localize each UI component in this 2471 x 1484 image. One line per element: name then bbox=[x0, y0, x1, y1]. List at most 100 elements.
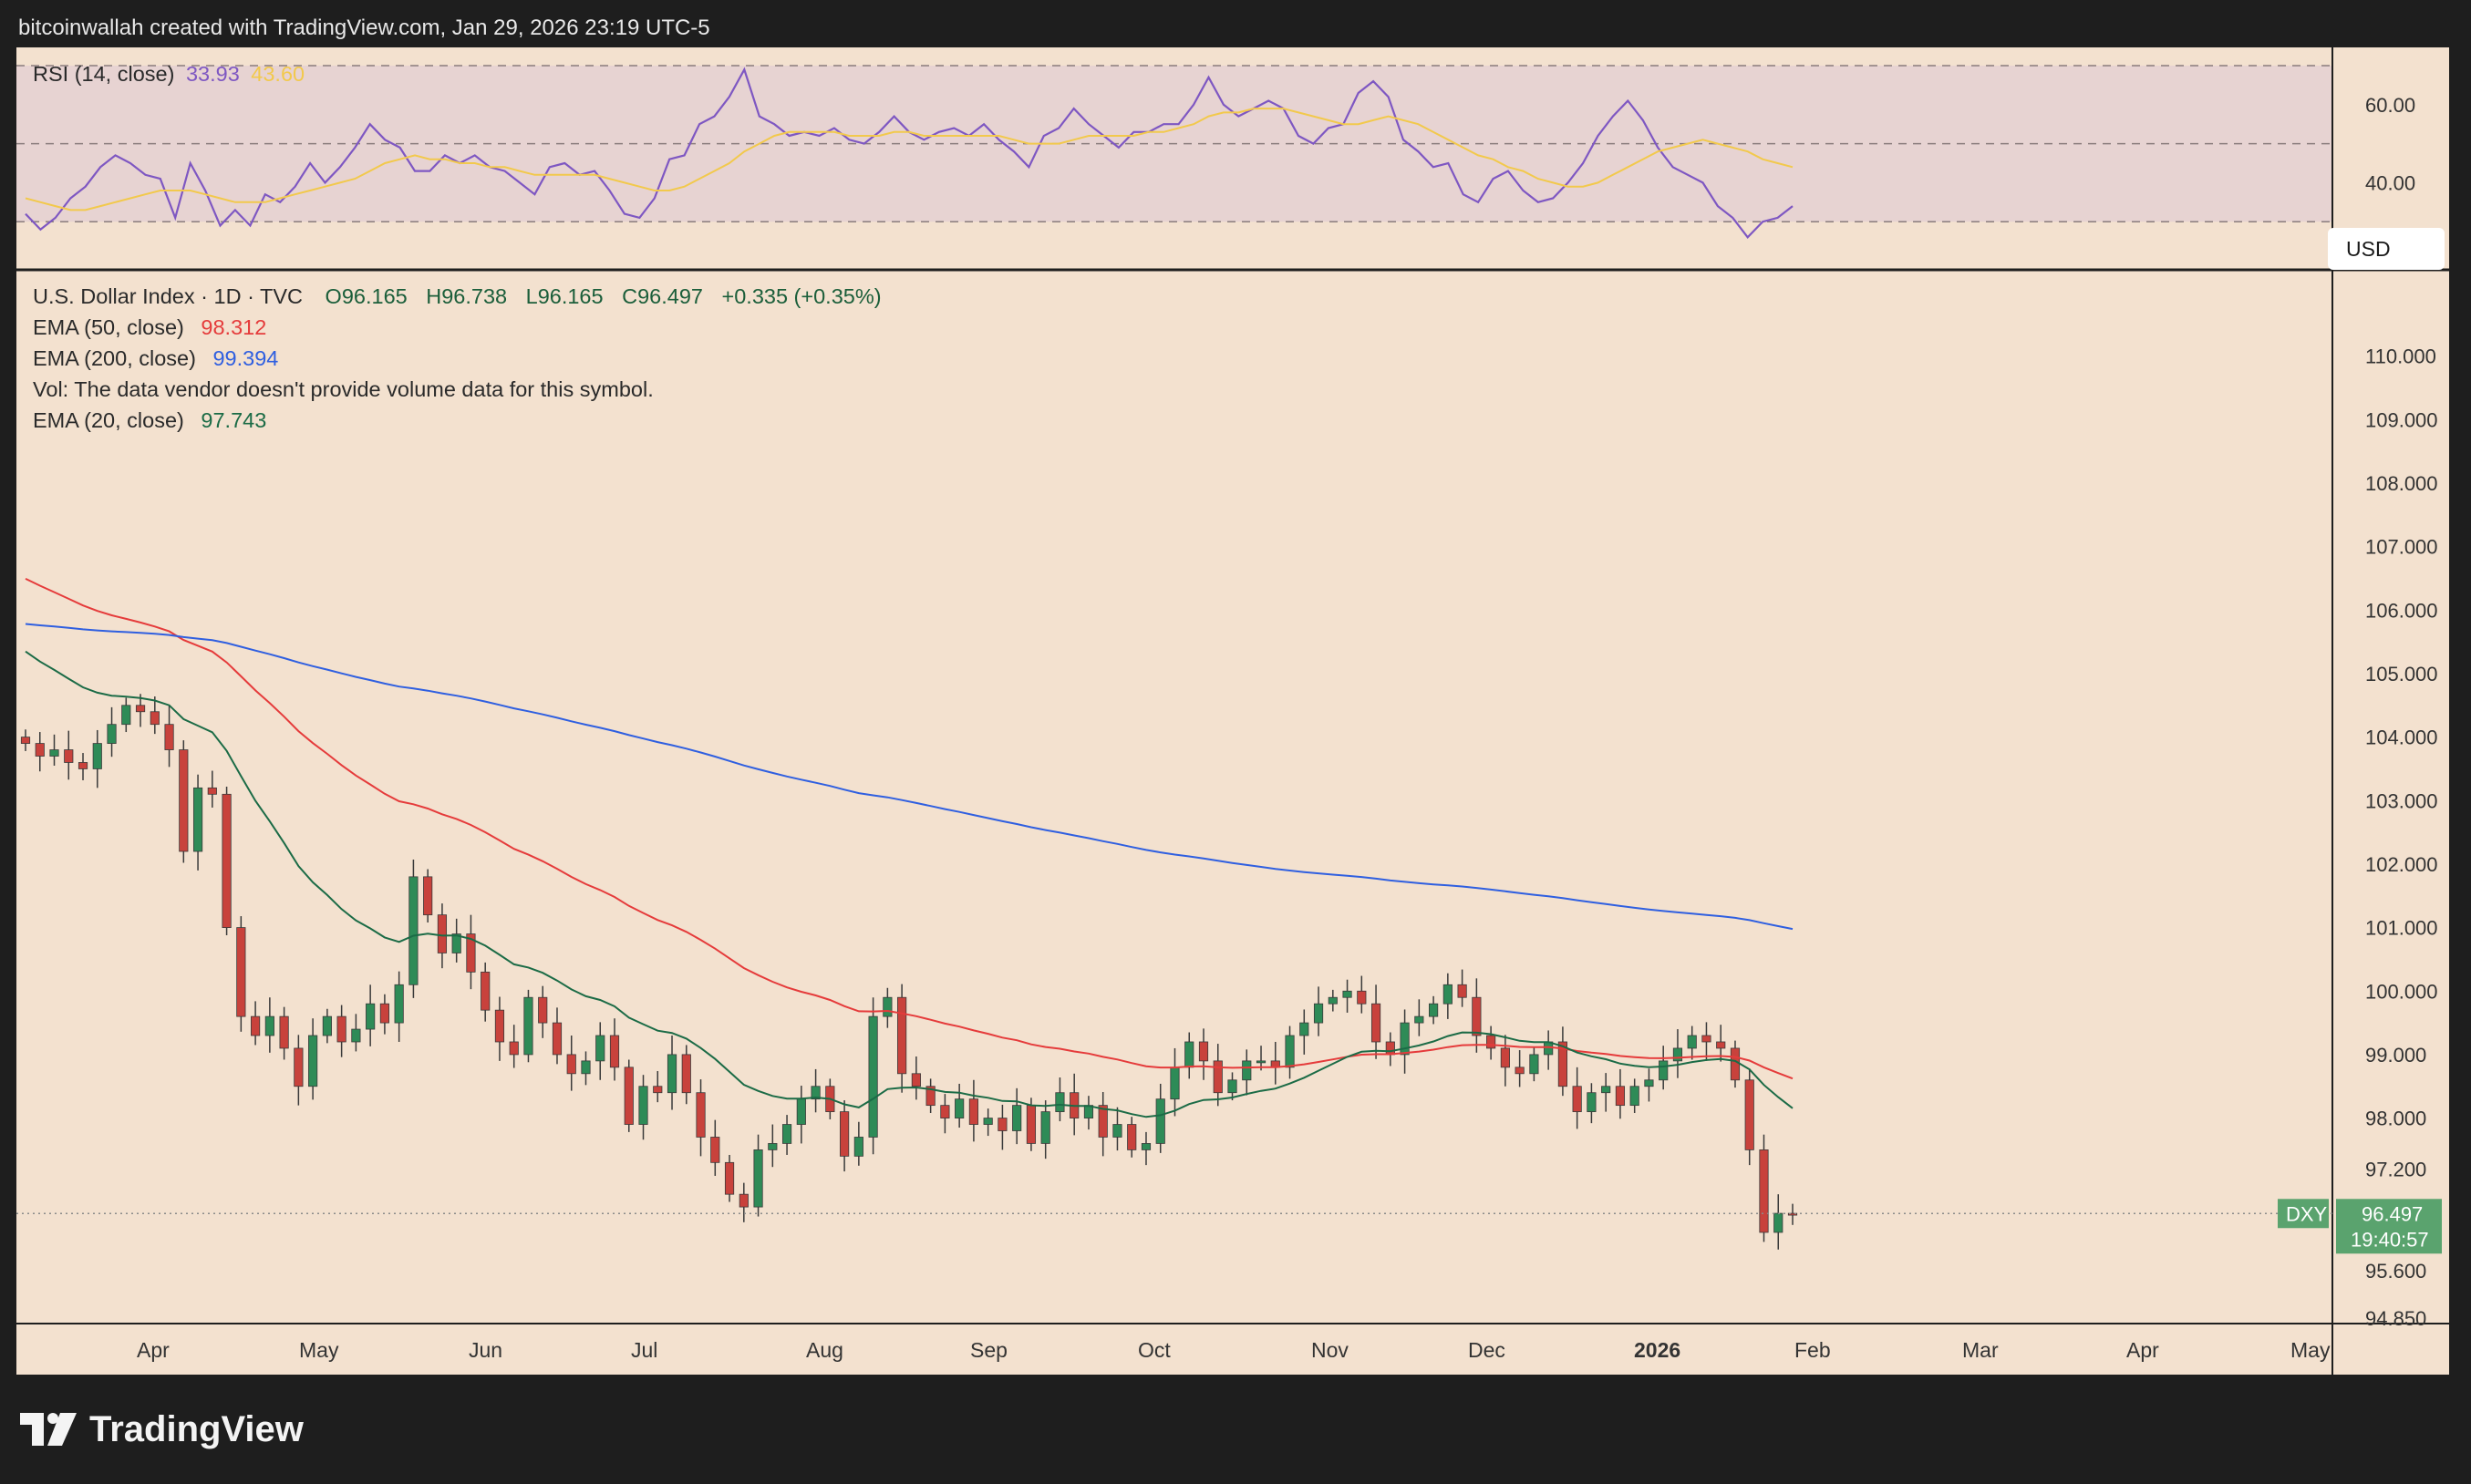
price-tag-price: 96.497 bbox=[2362, 1202, 2423, 1225]
price-tag-bg bbox=[2336, 1199, 2442, 1254]
volume-note: Vol: The data vendor doesn't provide vol… bbox=[33, 377, 659, 402]
candle-body bbox=[264, 1015, 274, 1036]
candle-body bbox=[1687, 1035, 1697, 1049]
price-tick-label: 94.850 bbox=[2365, 1307, 2426, 1330]
candle-body bbox=[1400, 1022, 1410, 1056]
candle-body bbox=[135, 705, 146, 713]
price-tick-label: 95.600 bbox=[2365, 1260, 2426, 1283]
candle-body bbox=[1773, 1212, 1783, 1233]
candle-body bbox=[179, 749, 189, 852]
ema50-legend: EMA (50, close) 98.312 bbox=[33, 315, 272, 340]
rsi-tick-label: 40.00 bbox=[2365, 171, 2415, 194]
candle-body bbox=[1601, 1086, 1611, 1094]
candle-body bbox=[150, 711, 160, 726]
time-tick-label: 2026 bbox=[1634, 1338, 1680, 1362]
candle-body bbox=[840, 1111, 850, 1157]
candle-body bbox=[78, 762, 88, 769]
candle-body bbox=[451, 933, 461, 953]
candle-body bbox=[883, 996, 893, 1017]
candle-body bbox=[609, 1035, 620, 1068]
time-tick-label: Apr bbox=[2126, 1338, 2159, 1362]
candle-body bbox=[868, 1015, 878, 1138]
time-tick-label: Nov bbox=[1311, 1338, 1349, 1362]
ema20-line bbox=[25, 650, 1794, 1118]
rsi-ma-legend-value: 43.60 bbox=[251, 62, 305, 86]
candle-body bbox=[279, 1015, 289, 1049]
ema20-legend-value: 97.743 bbox=[201, 408, 267, 432]
chart-frame[interactable]: 60.0040.0020.00110.000109.000108.000107.… bbox=[16, 47, 2449, 1375]
candle-body bbox=[294, 1047, 304, 1087]
price-tick-label: 109.000 bbox=[2365, 408, 2438, 431]
symbol-label: U.S. Dollar Index · 1D · TVC bbox=[33, 284, 304, 308]
time-tick-label: Jun bbox=[469, 1338, 502, 1362]
price-tick-label: 101.000 bbox=[2365, 917, 2438, 940]
candle-body bbox=[336, 1015, 346, 1043]
candle-body bbox=[236, 927, 246, 1017]
tradingview-logo[interactable]: TradingView bbox=[20, 1402, 304, 1457]
low-value: L96.165 bbox=[525, 284, 604, 308]
candle-body bbox=[667, 1054, 677, 1094]
candle-body bbox=[1701, 1035, 1711, 1043]
candle-body bbox=[925, 1086, 936, 1107]
candle-body bbox=[566, 1054, 576, 1075]
candle-body bbox=[1040, 1111, 1050, 1144]
ema20-legend-label: EMA (20, close) bbox=[33, 408, 184, 432]
rsi-legend-label: RSI (14, close) bbox=[33, 62, 175, 86]
candle-body bbox=[394, 984, 404, 1024]
candle-body bbox=[1442, 984, 1453, 1005]
price-tick-label: 107.000 bbox=[2365, 536, 2438, 559]
candle-body bbox=[581, 1060, 591, 1075]
candle-body bbox=[1486, 1035, 1496, 1049]
candle-body bbox=[222, 793, 232, 928]
candle-body bbox=[739, 1193, 749, 1208]
candle-body bbox=[423, 876, 433, 916]
chart-canvas[interactable]: 60.0040.0020.00110.000109.000108.000107.… bbox=[16, 47, 2449, 1375]
candle-body bbox=[955, 1098, 965, 1118]
candle-body bbox=[322, 1015, 332, 1036]
candle-body bbox=[653, 1086, 663, 1094]
tradingview-wordmark: TradingView bbox=[89, 1408, 304, 1449]
candle-body bbox=[1557, 1041, 1567, 1087]
candle-body bbox=[681, 1054, 691, 1094]
time-tick-label: Mar bbox=[1962, 1338, 1999, 1362]
price-tick-label: 103.000 bbox=[2365, 789, 2438, 812]
candle-body bbox=[968, 1098, 978, 1125]
candle-body bbox=[251, 1015, 261, 1036]
candle-body bbox=[1026, 1105, 1037, 1144]
candle-body bbox=[1098, 1105, 1108, 1138]
candle-body bbox=[1184, 1041, 1194, 1068]
candle-body bbox=[494, 1009, 505, 1043]
price-tick-label: 105.000 bbox=[2365, 663, 2438, 685]
candle-body bbox=[552, 1022, 563, 1056]
candle-body bbox=[538, 996, 548, 1024]
rsi-ma-line bbox=[25, 108, 1794, 211]
candle-body bbox=[1529, 1054, 1539, 1075]
main-legend-ohlc: U.S. Dollar Index · 1D · TVC O96.165 H96… bbox=[33, 284, 887, 309]
candle-body bbox=[1429, 1003, 1439, 1017]
close-value: C96.497 bbox=[622, 284, 703, 308]
candle-body bbox=[481, 971, 491, 1011]
candle-body bbox=[1155, 1098, 1165, 1144]
change-value: +0.335 (+0.35%) bbox=[721, 284, 882, 308]
candle-body bbox=[1313, 1003, 1324, 1024]
candle-body bbox=[164, 724, 174, 750]
price-tick-label: 104.000 bbox=[2365, 727, 2438, 749]
candle-body bbox=[1672, 1047, 1683, 1062]
ema200-legend: EMA (200, close) 99.394 bbox=[33, 346, 284, 371]
candle-body bbox=[366, 1003, 376, 1030]
candle-body bbox=[998, 1118, 1008, 1131]
ema50-legend-value: 98.312 bbox=[201, 315, 267, 339]
candle-body bbox=[781, 1124, 792, 1144]
time-tick-label: Apr bbox=[137, 1338, 170, 1362]
candle-body bbox=[1587, 1092, 1597, 1113]
candle-body bbox=[1299, 1022, 1309, 1036]
candle-body bbox=[1012, 1105, 1022, 1131]
time-tick-label: May bbox=[2290, 1338, 2331, 1362]
chart-attribution: bitcoinwallah created with TradingView.c… bbox=[18, 15, 710, 40]
time-tick-label: Aug bbox=[806, 1338, 843, 1362]
currency-button[interactable]: USD bbox=[2328, 228, 2445, 270]
price-tick-label: 99.000 bbox=[2365, 1044, 2426, 1067]
candle-body bbox=[351, 1028, 361, 1043]
candle-body bbox=[1457, 984, 1467, 998]
candle-body bbox=[1141, 1143, 1152, 1150]
